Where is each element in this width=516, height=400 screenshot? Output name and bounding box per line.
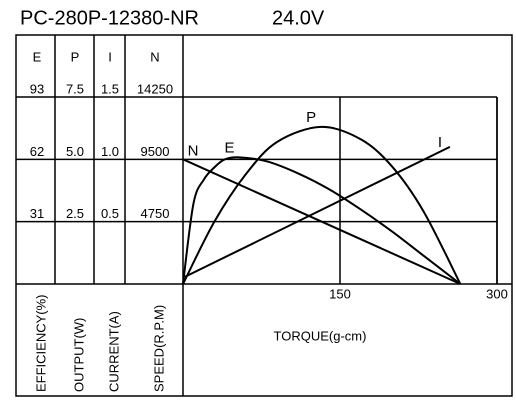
curve (182, 145, 451, 279)
y-tick-label: 31 (30, 206, 44, 221)
y-tick-label: 9500 (141, 144, 170, 159)
axis-label: OUTPUT(W) (71, 318, 86, 392)
curve-label: P (306, 109, 316, 126)
y-tick-label: 5.0 (66, 144, 84, 159)
curve-label: N (188, 142, 199, 159)
curve (182, 158, 461, 285)
axis-header: E (33, 49, 42, 64)
axis-header: N (150, 49, 159, 64)
y-tick-label: 1.0 (101, 144, 119, 159)
axis-label: CURRENT(A) (106, 311, 121, 392)
curve (182, 125, 462, 285)
y-tick-label: 62 (30, 144, 44, 159)
x-tick-label: 150 (329, 286, 351, 301)
y-tick-label: 14250 (137, 81, 173, 96)
y-tick-label: 7.5 (66, 81, 84, 96)
y-tick-label: 1.5 (101, 81, 119, 96)
axis-header: P (71, 49, 80, 64)
chart-title: PC-280P-12380-NR (20, 7, 199, 29)
curve-label: I (438, 134, 442, 151)
y-tick-label: 4750 (141, 206, 170, 221)
axis-label: EFFICIENCY(%) (33, 295, 48, 393)
x-tick-label: 300 (486, 286, 508, 301)
voltage: 24.0V (272, 7, 325, 29)
curve-label: E (225, 139, 235, 156)
y-tick-label: 2.5 (66, 206, 84, 221)
x-axis-label: TORQUE(g-cm) (274, 328, 367, 343)
curve (182, 156, 461, 285)
y-tick-label: 93 (30, 81, 44, 96)
frame (15, 34, 513, 397)
axis-header: I (108, 49, 112, 64)
y-tick-label: 0.5 (101, 206, 119, 221)
axis-label: SPEED(R.P.M) (151, 305, 166, 392)
